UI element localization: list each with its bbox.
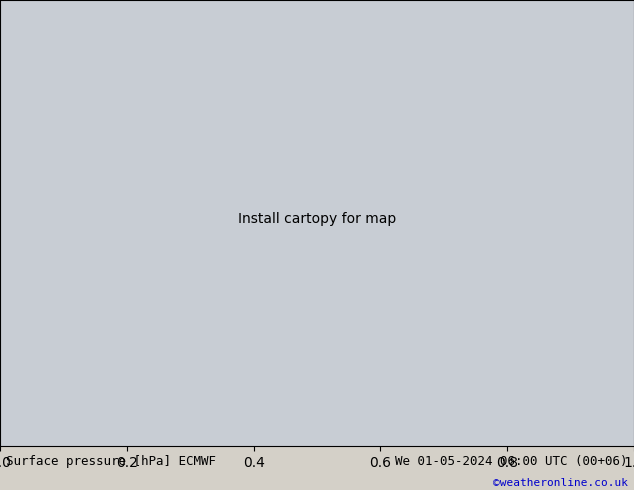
Text: Install cartopy for map: Install cartopy for map [238, 212, 396, 226]
Text: ©weatheronline.co.uk: ©weatheronline.co.uk [493, 478, 628, 489]
Text: Surface pressure [hPa] ECMWF: Surface pressure [hPa] ECMWF [6, 455, 216, 468]
Text: We 01-05-2024 06:00 UTC (00+06): We 01-05-2024 06:00 UTC (00+06) [395, 455, 628, 468]
